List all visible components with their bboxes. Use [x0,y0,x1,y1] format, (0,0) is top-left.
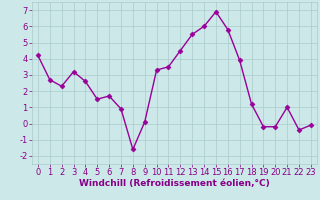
X-axis label: Windchill (Refroidissement éolien,°C): Windchill (Refroidissement éolien,°C) [79,179,270,188]
